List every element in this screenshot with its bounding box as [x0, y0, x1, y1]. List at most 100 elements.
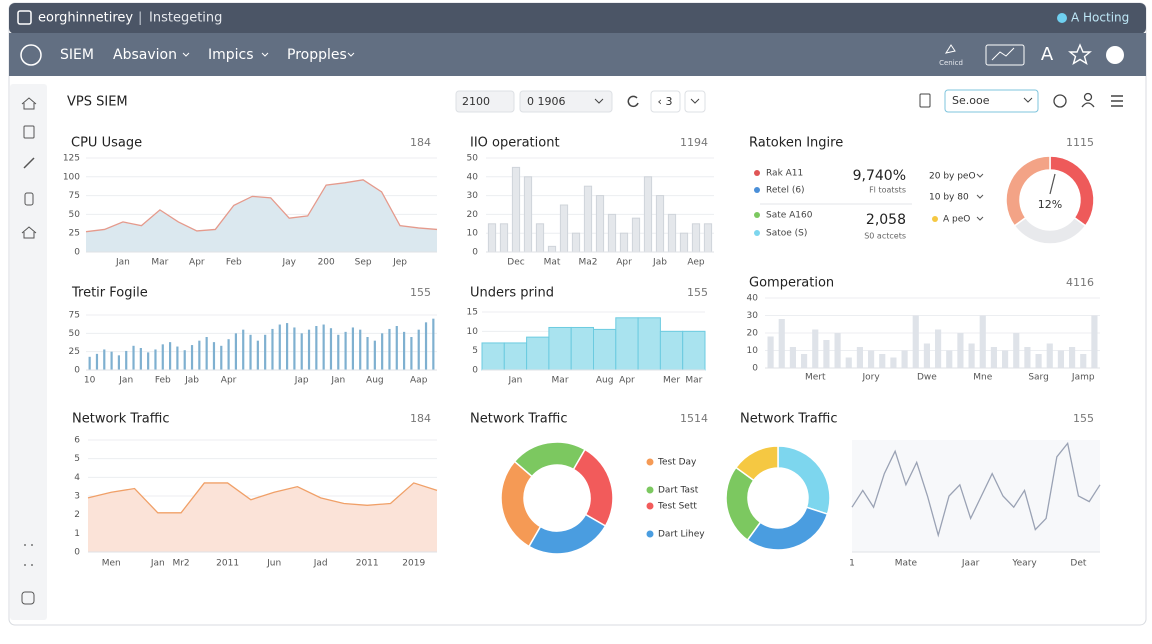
nav-icon[interactable]: [985, 44, 1025, 66]
bar: [388, 328, 391, 370]
clipboard-icon[interactable]: [919, 93, 931, 108]
filter[interactable]: A peO: [943, 215, 970, 225]
select[interactable]: [519, 90, 613, 113]
x-tick-label: Jun: [266, 559, 281, 569]
filter[interactable]: 20 by peO: [929, 172, 976, 182]
y-tick-label: 40: [747, 294, 759, 304]
bar: [868, 350, 875, 368]
bar: [682, 330, 706, 371]
side-dots: [31, 564, 33, 566]
user-icon[interactable]: [1083, 92, 1093, 102]
bar: [125, 350, 128, 370]
x-tick-label: Mat: [544, 258, 561, 268]
bar: [161, 344, 164, 370]
y-tick-label: 10: [467, 229, 479, 239]
summary-label: Sate A160: [766, 211, 813, 221]
bar: [593, 328, 617, 371]
select[interactable]: [944, 89, 1039, 113]
bar: [535, 223, 545, 253]
input[interactable]: [455, 90, 515, 113]
select-value: Se.ooe: [952, 94, 990, 107]
side-dots: [24, 544, 26, 546]
chart-title: CPU Usage: [71, 136, 142, 151]
nav-item[interactable]: Propples: [287, 47, 347, 63]
x-tick-label: Apr: [616, 258, 632, 268]
y-tick-label: 50: [69, 210, 81, 220]
refresh-icon[interactable]: [627, 95, 639, 108]
y-tick-label: 15: [467, 308, 478, 318]
side-icon[interactable]: [21, 226, 37, 239]
bar: [631, 217, 641, 253]
bar: [117, 355, 121, 370]
legend-label[interactable]: Dart Lihey: [658, 530, 705, 540]
nav-item[interactable]: SIEM: [60, 47, 94, 63]
legend-dot: [646, 502, 654, 510]
bar: [88, 356, 91, 370]
bar: [570, 326, 595, 371]
bar: [548, 326, 572, 371]
side-icon[interactable]: [23, 125, 35, 139]
legend-label[interactable]: Dart Tast: [658, 486, 699, 496]
bar: [132, 345, 135, 370]
side-icon[interactable]: [24, 192, 34, 206]
y-tick-label: 10: [467, 327, 479, 337]
star-icon[interactable]: [1068, 43, 1092, 66]
nav-logo[interactable]: [20, 44, 42, 66]
side-dots: [24, 564, 26, 566]
nav-icon[interactable]: [944, 44, 956, 54]
menu-icon[interactable]: [1111, 95, 1123, 107]
y-tick-label: 5: [74, 454, 80, 464]
y-tick-label: 20: [747, 329, 759, 339]
x-tick-label: Dec: [507, 258, 524, 268]
status[interactable]: A Hocting: [1071, 11, 1129, 25]
chevron: [182, 52, 190, 57]
bar: [935, 329, 942, 368]
bar: [205, 337, 208, 370]
y-tick-label: 25: [69, 229, 80, 239]
profile-icon[interactable]: [1106, 46, 1124, 64]
line: [85, 179, 438, 233]
chevron: [347, 52, 355, 57]
x-tick-label: Sep: [355, 258, 372, 268]
bar: [571, 232, 581, 253]
side-icon[interactable]: [23, 157, 35, 169]
nav-item[interactable]: Absavion: [113, 47, 177, 63]
filter[interactable]: 10 by 80: [929, 193, 969, 203]
bar: [293, 327, 296, 370]
chart-badge: 1115: [1066, 136, 1094, 149]
bar: [767, 336, 774, 368]
font-icon[interactable]: A: [1041, 44, 1054, 65]
x-tick-label: Apr: [221, 376, 237, 386]
bar: [691, 223, 701, 253]
pager[interactable]: [650, 90, 681, 113]
bar: [595, 195, 605, 253]
y-tick-label: 50: [69, 329, 81, 339]
legend-dot: [754, 212, 760, 218]
bar: [256, 340, 259, 370]
x-tick-label: Yeary: [1011, 559, 1037, 569]
bar: [315, 326, 318, 370]
legend-label[interactable]: Test Sett: [657, 502, 697, 512]
side-icon[interactable]: [21, 97, 37, 110]
x-tick-label: Mar: [685, 376, 702, 386]
chart-badge: 155: [687, 286, 708, 299]
metric-value: 9,740%: [853, 168, 906, 184]
legend-label[interactable]: Test Day: [657, 458, 697, 468]
chart-badge: 155: [410, 286, 431, 299]
y-tick-label: 75: [69, 311, 80, 321]
x-tick-label: Feb: [155, 376, 171, 386]
x-tick-label: Aug: [596, 376, 614, 386]
x-tick-label: Jab: [184, 376, 199, 386]
clock-icon[interactable]: [1053, 94, 1067, 108]
workspace[interactable]: Instegeting: [149, 11, 222, 26]
x-tick-label: Dwe: [917, 373, 937, 383]
x-tick-label: 10: [84, 376, 96, 386]
bar: [381, 333, 384, 370]
nav-item[interactable]: Impics: [208, 47, 254, 63]
chevron: [976, 173, 984, 178]
line: [87, 482, 438, 514]
legend-dot: [646, 458, 654, 466]
side-icon[interactable]: [21, 591, 35, 605]
dropdown-button[interactable]: [684, 90, 706, 113]
chevron: [1023, 97, 1033, 103]
